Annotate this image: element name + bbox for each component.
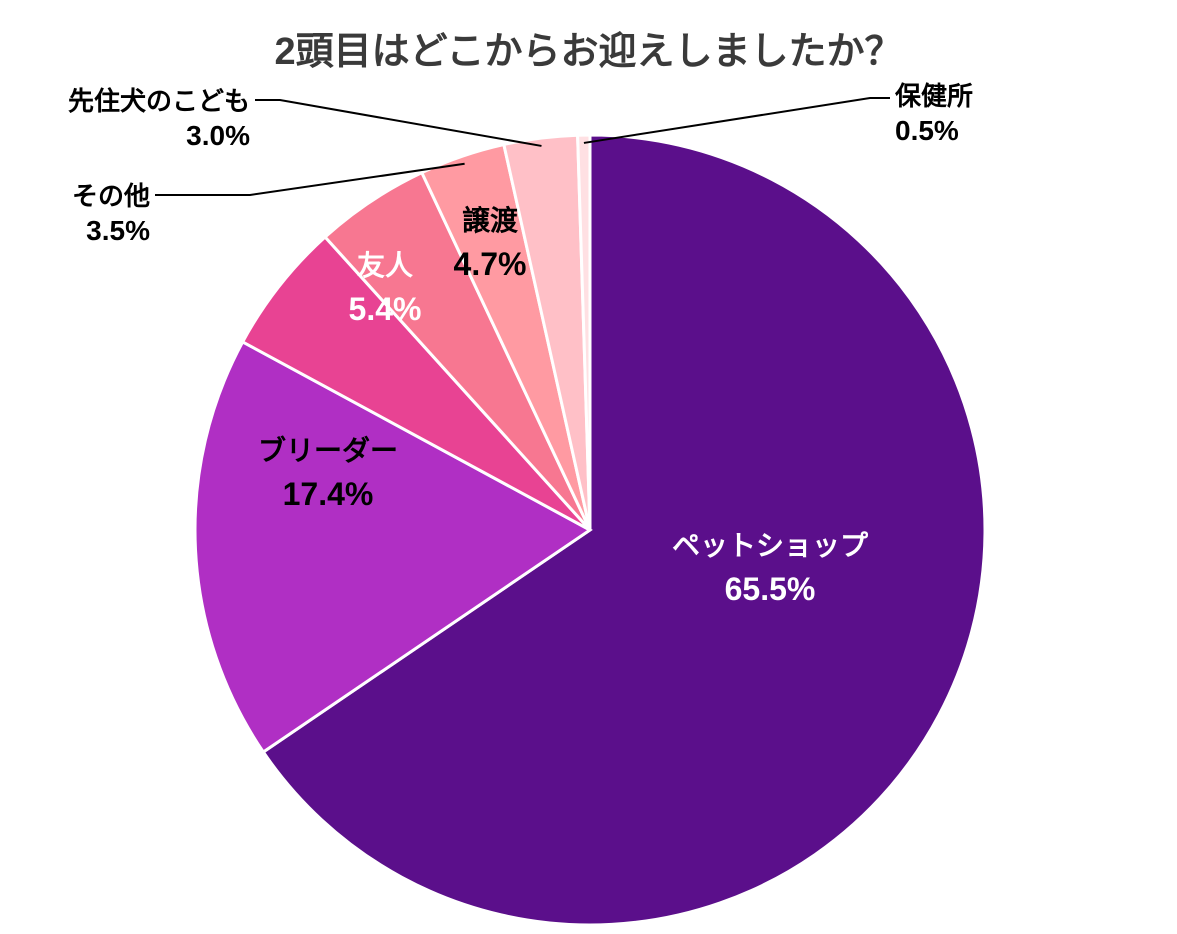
leader-line [584, 98, 890, 143]
pie-chart: ペットショップ 65.5% ブリーダー 17.4% 友人 5.4% 譲渡 4.7% その他 3.5… [0, 0, 1177, 934]
slice-label-name: 保健所 [894, 81, 973, 111]
leader-line [255, 100, 541, 146]
slice-label-name: 先住犬のこども [68, 86, 250, 116]
slice-label-name: 譲渡 [462, 204, 519, 236]
slice-label-name: ブリーダー [258, 434, 398, 466]
slice-label-pct: 5.4% [349, 291, 422, 327]
slice-label-pct: 0.5% [895, 115, 959, 146]
slice-label-name: ペットショップ [672, 530, 869, 561]
slice-label-pct: 65.5% [725, 571, 816, 607]
slice-label-name: 友人 [357, 250, 413, 281]
slice-label-pct: 3.5% [86, 215, 150, 246]
slice-label-pct: 4.7% [454, 246, 527, 282]
slice-label-pct: 17.4% [283, 476, 374, 512]
slice-label-name: その他 [72, 181, 150, 211]
slice-label-pct: 3.0% [186, 120, 250, 151]
